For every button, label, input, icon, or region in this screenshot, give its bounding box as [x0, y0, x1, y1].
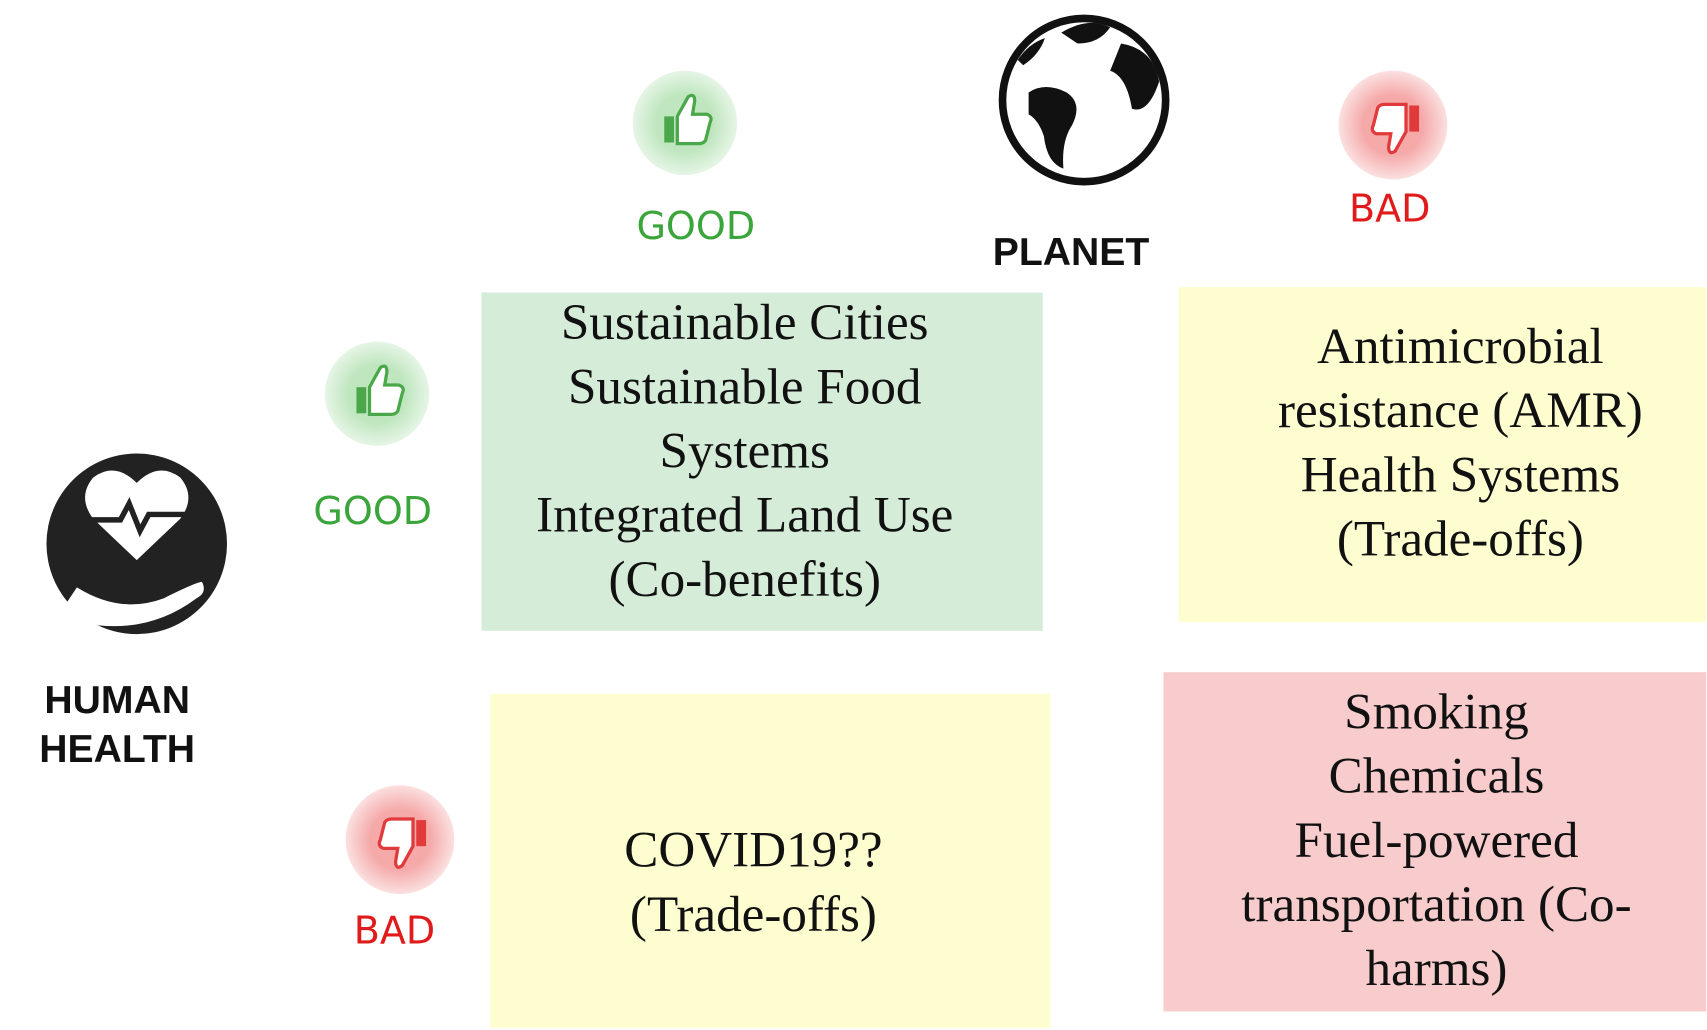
quadrant-line: Integrated Land Use [536, 487, 953, 544]
thumb-up-icon [324, 341, 430, 446]
quadrant-box [481, 292, 1043, 631]
health-good: GOOD [313, 489, 432, 533]
quadrant-box [1163, 672, 1707, 1012]
globe-icon [998, 14, 1170, 186]
quadrant-line: Chemicals [1329, 748, 1545, 805]
planet-good: GOOD [636, 204, 755, 248]
health-bad: BAD [354, 909, 435, 953]
thumb-down-icon [1338, 70, 1448, 180]
quadrant-line: Health Systems [1301, 446, 1620, 503]
quadrant-line: resistance (AMR) [1278, 382, 1643, 439]
quadrant-line: Fuel-powered [1295, 812, 1579, 869]
quadrant-box [490, 693, 1051, 1028]
quadrant-line: harms) [1366, 940, 1508, 997]
quadrant-line: (Trade-offs) [630, 886, 877, 943]
quadrant-line: Systems [660, 422, 830, 479]
planet-label: PLANET [993, 231, 1150, 274]
thumb-down-icon [345, 785, 455, 895]
quadrant-line: Sustainable Food [568, 358, 922, 415]
quadrant-line: (Co-benefits) [608, 551, 881, 608]
quadrant-line: COVID19?? [624, 822, 882, 879]
health-label: HEALTH [39, 728, 195, 771]
quadrant-line: (Trade-offs) [1337, 511, 1584, 568]
quadrant-line: transportation (Co- [1241, 876, 1631, 933]
health-icon [46, 453, 228, 635]
quadrant-line: Sustainable Cities [561, 294, 929, 351]
quadrant-line: Antimicrobial [1317, 318, 1604, 375]
thumb-up-icon [632, 70, 738, 176]
planet-bad: BAD [1349, 187, 1430, 231]
health-label: HUMAN [44, 679, 190, 722]
quadrant-line: Smoking [1344, 683, 1529, 740]
quadrant-box [1178, 287, 1707, 623]
